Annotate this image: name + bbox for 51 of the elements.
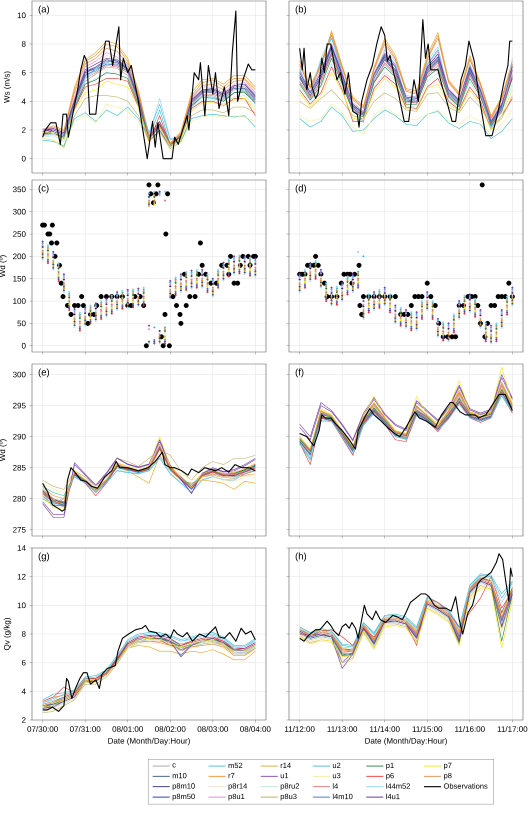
y-tick-label: 0 [22,342,26,349]
y-tick-label: 275 [13,526,26,533]
x-axis-title: Date (Month/Day:Hour) [108,738,190,746]
y-tick-label: 285 [13,464,26,471]
y-tick-label: 10 [18,12,26,18]
chart-title: (f) [296,368,304,378]
y-tick-label: 295 [13,402,26,408]
x-tick-label: 11/13:00 [328,726,358,732]
y-tick-label: 4 [22,688,26,694]
x-tick-label: 07/31:00 [70,726,100,732]
y-tick-label: 350 [12,186,26,192]
y-tick-label: 280 [13,496,26,502]
chart-title: (c) [38,184,49,194]
chart-title: (e) [38,368,50,378]
y-tick-label: 50 [17,320,26,326]
y-tick-label: 6 [22,660,26,666]
chart-title: (a) [38,5,50,14]
x-tick-label: 07/30:00 [27,726,58,732]
y-tick-label: 0 [22,156,26,162]
y-tick-label: 6 [22,70,26,76]
x-tick-label: 08/03:00 [198,726,228,732]
y-tick-label: 8 [22,631,26,637]
chart-title: (g) [38,552,50,562]
chart-title: (b) [296,5,306,14]
y-tick-label: 4 [22,98,26,104]
x-tick-label: 11/14:00 [370,726,400,732]
x-axis-title: Date (Month/Day:Hour) [365,738,447,746]
chart-title: (h) [296,552,306,562]
y-tick-label: 300 [12,372,26,378]
x-tick-label: 11/17:00 [498,726,528,732]
y-axis-title: Qv (g/kg) [4,618,12,650]
x-tick-label: 11/12:00 [284,726,315,732]
y-tick-label: 200 [13,254,26,260]
y-tick-label: 8 [22,41,26,47]
y-tick-label: 100 [13,298,26,304]
x-tick-label: 08/01:00 [112,726,143,732]
y-tick-label: 250 [13,231,26,237]
x-tick-label: 11/16:00 [455,726,485,732]
y-tick-label: 2 [22,127,26,133]
y-tick-label: 12 [18,574,26,580]
x-tick-label: 08/02:00 [155,726,186,732]
x-tick-label: 11/15:00 [412,726,442,732]
y-tick-label: 150 [13,276,26,282]
x-tick-label: 08/04:00 [240,726,271,732]
chart-title: (d) [296,184,306,194]
y-tick-label: 2 [22,717,26,723]
y-tick-label: 10 [18,602,26,608]
y-tick-label: 300 [12,208,26,215]
y-axis-title: Ws (m/s) [4,72,12,103]
y-tick-label: 290 [13,434,26,440]
y-tick-label: 14 [18,545,26,551]
